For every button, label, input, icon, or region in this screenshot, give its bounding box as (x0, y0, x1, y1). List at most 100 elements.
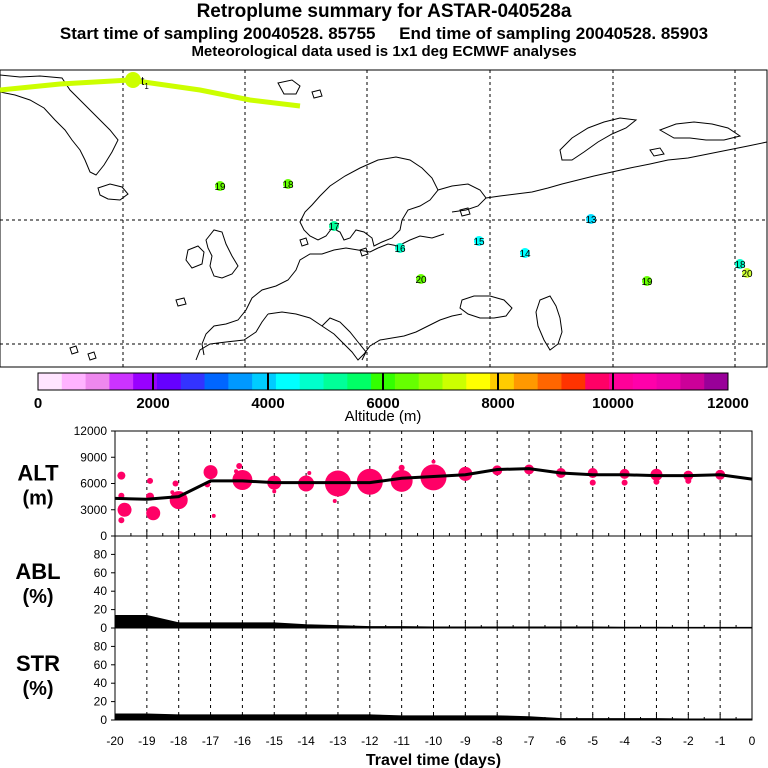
colorbar-segment-9 (252, 373, 277, 390)
panel-0-ytick-label-0: 0 (100, 529, 107, 543)
colorbar-segment-26 (656, 373, 681, 390)
colorbar-segment-21 (537, 373, 562, 390)
altitude-bubble-15 (234, 469, 239, 474)
altitude-bubble-12 (211, 513, 216, 518)
day-label-0: 19 (214, 182, 226, 193)
colorbar-segment-22 (561, 373, 586, 390)
xtick-label-5: -15 (266, 734, 284, 748)
colorbar-tick-label-1: 2000 (136, 395, 169, 412)
day-label-6: 13 (585, 215, 597, 226)
day-marker-7 (416, 274, 426, 284)
xtick-label-15: -5 (587, 734, 598, 748)
altitude-bubble-0 (117, 471, 126, 480)
panel-1-ytick-label-3: 60 (94, 566, 108, 580)
xtick-label-8: -12 (361, 734, 379, 748)
colorbar-segment-12 (323, 373, 348, 390)
day-label-9: 18 (734, 260, 746, 271)
colorbar-segment-6 (180, 373, 206, 390)
colorbar-segment-27 (680, 373, 705, 390)
colorbar-tick-label-6: 12000 (707, 395, 749, 412)
colorbar-segment-5 (156, 373, 182, 390)
panel-1-area (115, 616, 752, 628)
colorbar-segment-11 (299, 373, 325, 390)
colorbar-segment-19 (490, 373, 515, 390)
day-marker-4 (474, 236, 484, 246)
panel-1-ytick-label-4: 80 (94, 547, 108, 561)
colorbar-segment-25 (632, 373, 658, 390)
colorbar-segment-28 (704, 373, 729, 390)
day-label-10: 20 (741, 269, 753, 280)
xtick-label-20: 0 (749, 734, 756, 748)
colorbar-tick-label-4: 8000 (481, 395, 514, 412)
altitude-bubble-24 (398, 464, 405, 471)
panel-0-ytick-label-3: 9000 (80, 450, 107, 464)
xtick-label-12: -8 (492, 734, 503, 748)
day-label-5: 14 (519, 249, 531, 260)
day-marker-9 (735, 259, 745, 269)
map-frame (0, 69, 768, 368)
colorbar-segment-10 (275, 373, 301, 390)
day-label-8: 19 (641, 277, 653, 288)
panel-0-ytick-label-4: 12000 (74, 424, 108, 438)
panel-1-ytick-label-1: 20 (94, 603, 108, 617)
day-label-7: 20 (415, 275, 427, 286)
release-point-marker (125, 72, 141, 88)
start-time-label: Start time of sampling 20040528. 85755 (59, 24, 376, 43)
panel-0-series-line (114, 467, 753, 501)
xtick-label-2: -18 (170, 734, 188, 748)
panel-1-units: (%) (22, 586, 53, 608)
colorbar-segment-18 (466, 373, 491, 390)
xtick-label-14: -6 (556, 734, 567, 748)
altitude-bubble-23 (390, 469, 413, 492)
altitude-bubble-26 (431, 459, 436, 464)
altitude-bubble-31 (587, 468, 598, 478)
chart-panel-1: 0 20 40 60 80 ABL(%) (15, 535, 753, 635)
colorbar-segment-24 (609, 373, 634, 390)
colorbar-segment-0 (38, 373, 63, 390)
panel-0-ytick-label-2: 6000 (80, 477, 107, 491)
colorbar-label: Altitude (m) (345, 408, 422, 425)
colorbar-segment-15 (394, 373, 420, 390)
altitude-bubble-2 (117, 502, 132, 517)
day-marker-10 (742, 268, 752, 278)
panel-2-ytick-label-1: 20 (94, 695, 108, 709)
altitude-bubble-8 (172, 480, 179, 487)
panel-2-title: STR (16, 651, 60, 676)
altitude-bubble-9 (170, 490, 175, 495)
xtick-label-17: -3 (651, 734, 662, 748)
colorbar-tick-label-0: 0 (34, 395, 42, 412)
release-marker-label: t1 (141, 74, 149, 91)
altitude-bubble-19 (307, 471, 312, 475)
panel-1-ytick-label-0: 0 (100, 621, 107, 635)
sampling-times: Start time of sampling 20040528. 85755 E… (0, 23, 768, 44)
colorbar-segment-8 (228, 373, 253, 390)
altitude-bubble-4 (147, 477, 154, 484)
panel-2-ytick-label-3: 60 (94, 658, 108, 672)
met-data-label: Meteorological data used is 1x1 deg ECMW… (191, 43, 577, 60)
chart-panel-0: 0 3000 6000 9000 12000 ALT(m) (17, 424, 753, 543)
colorbar-tick-label-2: 4000 (251, 395, 284, 412)
altitude-colorbar: 0 2000 4000 6000 8000 10000 12000 Altitude (m) (34, 372, 749, 425)
panel-0-title: ALT (17, 461, 59, 486)
xtick-label-10: -10 (425, 734, 443, 748)
day-marker-6 (586, 214, 596, 224)
day-marker-3 (395, 243, 405, 253)
altitude-bubble-17 (272, 489, 277, 494)
xtick-label-7: -13 (329, 734, 347, 748)
day-label-1: 18 (282, 180, 294, 191)
altitude-bubble-3 (118, 517, 125, 524)
xtick-label-13: -7 (524, 734, 535, 748)
altitude-bubble-36 (653, 478, 660, 485)
colorbar-segment-1 (61, 373, 87, 390)
panel-2-series-line (115, 713, 752, 721)
colorbar-segment-4 (133, 373, 158, 390)
day-marker-2 (329, 221, 339, 231)
colorbar-segment-23 (585, 373, 610, 390)
xtick-label-19: -1 (715, 734, 726, 748)
altitude-bubble-38 (685, 477, 692, 484)
xtick-label-3: -17 (202, 734, 220, 748)
end-time-label: End time of sampling 20040528. 85903 (399, 24, 709, 43)
